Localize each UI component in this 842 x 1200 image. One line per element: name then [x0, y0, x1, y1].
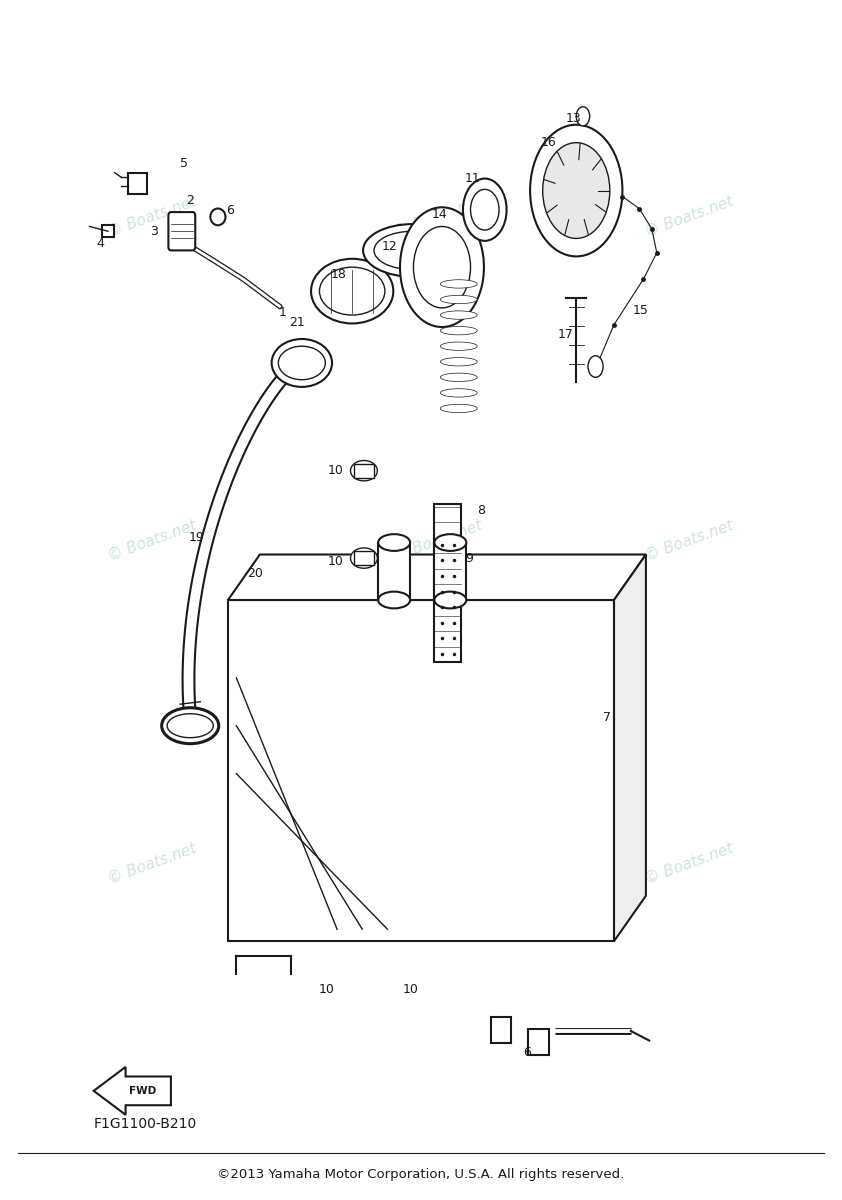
Text: 20: 20 — [247, 568, 263, 580]
Text: © Boats.net: © Boats.net — [643, 840, 736, 887]
Text: 8: 8 — [477, 504, 486, 517]
Ellipse shape — [440, 311, 477, 319]
Ellipse shape — [210, 209, 226, 226]
Circle shape — [413, 227, 471, 308]
Ellipse shape — [350, 548, 377, 569]
FancyBboxPatch shape — [168, 212, 195, 251]
Text: 10: 10 — [403, 983, 418, 996]
Text: 10: 10 — [328, 464, 344, 478]
Polygon shape — [614, 554, 646, 941]
FancyBboxPatch shape — [128, 173, 147, 194]
Text: © Boats.net: © Boats.net — [392, 517, 484, 563]
FancyBboxPatch shape — [529, 1028, 548, 1055]
Text: © Boats.net: © Boats.net — [106, 840, 199, 887]
Ellipse shape — [311, 259, 393, 324]
Text: 6: 6 — [523, 1046, 530, 1060]
Text: 21: 21 — [289, 316, 305, 329]
Text: 13: 13 — [566, 113, 582, 125]
Ellipse shape — [162, 708, 219, 744]
Ellipse shape — [440, 404, 477, 413]
Circle shape — [400, 208, 484, 328]
Text: © Boats.net: © Boats.net — [392, 840, 484, 887]
Ellipse shape — [319, 268, 385, 316]
Text: © Boats.net: © Boats.net — [106, 517, 199, 563]
Text: © Boats.net: © Boats.net — [643, 517, 736, 563]
Ellipse shape — [434, 534, 466, 551]
FancyBboxPatch shape — [354, 463, 374, 478]
Ellipse shape — [440, 295, 477, 304]
Text: © Boats.net: © Boats.net — [643, 194, 736, 240]
FancyBboxPatch shape — [378, 542, 410, 600]
Text: 18: 18 — [331, 268, 347, 281]
Text: 7: 7 — [604, 710, 611, 724]
Ellipse shape — [272, 340, 332, 386]
Ellipse shape — [374, 232, 451, 270]
Text: 4: 4 — [97, 236, 104, 250]
Ellipse shape — [167, 714, 213, 738]
Ellipse shape — [378, 534, 410, 551]
Text: © Boats.net: © Boats.net — [392, 194, 484, 240]
Text: 15: 15 — [633, 304, 649, 317]
Circle shape — [543, 143, 610, 239]
Ellipse shape — [471, 190, 499, 230]
Circle shape — [588, 355, 603, 377]
Polygon shape — [228, 554, 646, 600]
Text: 1: 1 — [279, 306, 286, 319]
Ellipse shape — [434, 592, 466, 608]
Ellipse shape — [440, 326, 477, 335]
Text: F1G1100-B210: F1G1100-B210 — [93, 1117, 197, 1132]
Polygon shape — [93, 1067, 171, 1115]
Text: 3: 3 — [150, 224, 158, 238]
Text: 11: 11 — [465, 172, 481, 185]
Text: FWD: FWD — [129, 1086, 156, 1096]
Ellipse shape — [350, 461, 377, 481]
Text: 5: 5 — [180, 156, 189, 169]
Text: 14: 14 — [432, 208, 447, 221]
Ellipse shape — [378, 592, 410, 608]
Text: 10: 10 — [319, 983, 335, 996]
Text: 6: 6 — [226, 204, 233, 217]
Ellipse shape — [279, 346, 325, 379]
Text: 19: 19 — [189, 532, 204, 545]
Text: 17: 17 — [557, 328, 573, 341]
Ellipse shape — [418, 218, 472, 254]
FancyBboxPatch shape — [228, 600, 614, 941]
Text: 2: 2 — [186, 193, 195, 206]
Ellipse shape — [440, 358, 477, 366]
Text: 12: 12 — [381, 240, 397, 253]
Text: ©2013 Yamaha Motor Corporation, U.S.A. All rights reserved.: ©2013 Yamaha Motor Corporation, U.S.A. A… — [217, 1168, 625, 1181]
FancyBboxPatch shape — [434, 504, 461, 662]
FancyBboxPatch shape — [491, 1016, 511, 1043]
Circle shape — [576, 107, 589, 126]
Ellipse shape — [440, 389, 477, 397]
Ellipse shape — [440, 342, 477, 350]
Ellipse shape — [363, 224, 462, 277]
Text: © Boats.net: © Boats.net — [106, 194, 199, 240]
FancyBboxPatch shape — [354, 551, 374, 565]
Text: 10: 10 — [328, 556, 344, 568]
Circle shape — [530, 125, 622, 257]
Text: 16: 16 — [541, 136, 557, 149]
Ellipse shape — [463, 179, 507, 241]
FancyBboxPatch shape — [434, 542, 466, 600]
Ellipse shape — [440, 280, 477, 288]
Text: 9: 9 — [466, 552, 473, 564]
Ellipse shape — [440, 373, 477, 382]
